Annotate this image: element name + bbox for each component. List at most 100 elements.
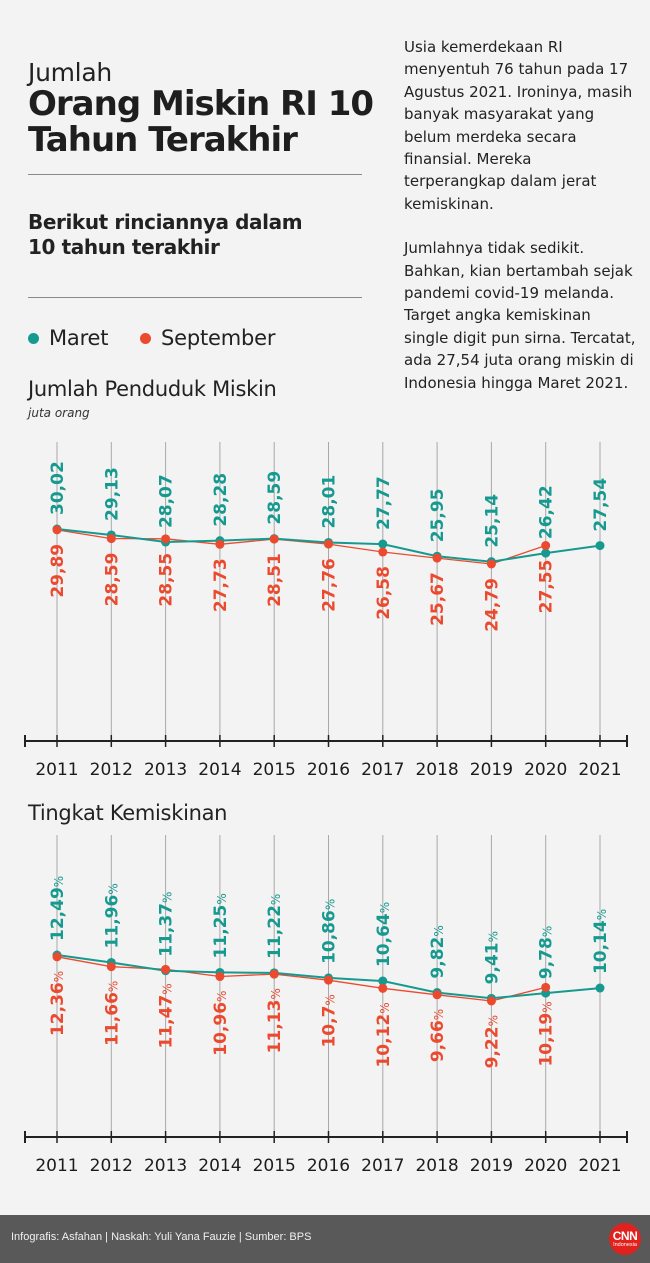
legend-september-dot [140,332,151,344]
intro-paragraph-2: Jumlahnya tidak sedikit. Bahkan, kian be… [404,239,636,392]
data-point-september [269,969,279,979]
data-label-maret: 25,95 [428,488,448,542]
page-title: Orang Miskin RI 10 Tahun Terakhir [28,84,374,160]
data-label-september: 9,66% [428,1009,448,1062]
data-point-maret [541,548,551,558]
data-label-september: 10,7% [320,994,340,1047]
data-label-unit: % [269,988,283,999]
data-label-september: 28,55 [157,553,177,607]
data-point-september [486,559,496,569]
legend-maret-label: Maret [49,326,109,350]
x-tick-label: 2017 [361,1156,404,1176]
footer-credits: Infografis: Asfahan | Naskah: Yuli Yana … [11,1231,312,1243]
data-label-maret: 29,13 [102,467,122,521]
data-label-september: 11,47% [157,983,177,1048]
data-label-maret: 27,54 [591,478,611,532]
data-label-september: 9,22% [482,1015,502,1068]
data-label-maret: 28,01 [320,475,340,529]
data-label-unit: % [106,883,120,894]
x-tick-label: 2018 [415,1156,458,1176]
data-point-september [541,982,551,992]
data-label-maret: 27,77 [374,476,394,530]
data-label-september: 10,19% [537,1001,557,1066]
data-label-maret: 11,96% [102,883,122,948]
x-tick-label: 2012 [90,760,133,780]
data-point-september [541,541,551,551]
data-label-unit: % [106,981,120,992]
data-label-september: 10,12% [374,1002,394,1067]
data-label-september: 29,89 [48,544,68,598]
data-label-unit: % [486,1015,500,1026]
data-point-september [161,534,171,544]
chart1-unit: juta orang [28,406,90,420]
data-label-maret: 11,37% [157,892,177,957]
legend-september: September [140,326,275,350]
title-small: Jumlah [28,58,112,87]
data-label-september: 27,55 [537,560,557,614]
chart1-poverty-count: 2011 2012 2013 2014 2015 2016 2017 2018 2019 2020… [24,442,628,780]
cnn-indonesia-logo: CNN Indonesia [609,1223,641,1255]
x-tick-label: 2016 [307,760,350,780]
data-label-unit: % [161,892,175,903]
data-point-september [106,962,116,972]
data-label-september: 25,67 [428,572,448,626]
data-label-unit: % [432,1009,446,1020]
data-point-maret [378,976,388,986]
x-tick-label: 2011 [35,760,78,780]
data-label-maret: 10,14% [591,909,611,974]
x-tick-label: 2020 [524,760,567,780]
chart2-poverty-rate: 2011 2012 2013 2014 2015 2016 2017 2018 2019 2020… [24,835,628,1176]
data-label-unit: % [541,1001,555,1012]
data-label-september: 24,79 [482,578,502,632]
data-label-maret: 9,78% [537,926,557,979]
x-tick-label: 2019 [470,760,513,780]
data-point-september [432,990,442,1000]
x-tick-label: 2019 [470,1156,513,1176]
data-label-maret: 11,25% [211,893,231,958]
x-tick-label: 2017 [361,760,404,780]
data-label-unit: % [269,894,283,905]
data-label-maret: 9,82% [428,925,448,978]
data-label-maret: 9,41% [482,931,502,984]
intro-text: Usia kemerdekaan RI menyentuh 76 tahun p… [404,36,636,416]
x-tick-label: 2014 [198,760,241,780]
data-label-maret: 26,42 [537,485,557,539]
x-tick-label: 2014 [198,1156,241,1176]
data-label-september: 10,96% [211,991,231,1056]
data-point-september [486,996,496,1006]
chart2-title: Tingkat Kemiskinan [28,801,228,825]
data-label-maret: 28,07 [157,474,177,528]
x-tick-label: 2013 [144,760,187,780]
data-label-maret: 28,28 [211,473,231,527]
legend-maret-dot [28,332,39,344]
x-tick-label: 2012 [90,1156,133,1176]
data-label-unit: % [378,902,392,913]
data-label-unit: % [486,931,500,942]
series-line-september [56,956,546,1002]
data-label-unit: % [432,925,446,936]
data-point-september [52,525,62,535]
x-tick-label: 2018 [415,760,458,780]
title-divider [28,174,362,175]
data-label-unit: % [324,994,338,1005]
legend-maret: Maret [28,326,109,350]
legend-september-label: September [161,326,276,350]
intro-paragraph-1: Usia kemerdekaan RI menyentuh 76 tahun p… [404,38,633,213]
data-label-september: 26,58 [374,566,394,620]
chart1-title: Jumlah Penduduk Miskin [28,377,277,401]
data-label-september: 11,13% [265,988,285,1053]
data-point-september [215,539,225,549]
data-label-unit: % [378,1002,392,1013]
x-tick-label: 2013 [144,1156,187,1176]
data-point-september [269,534,279,544]
data-point-september [161,964,171,974]
data-label-september: 12,36% [48,971,68,1036]
x-tick-label: 2011 [35,1156,78,1176]
footer: Infografis: Asfahan | Naskah: Yuli Yana … [0,1215,650,1263]
data-point-september [52,952,62,962]
data-point-september [324,975,333,985]
data-label-maret: 28,59 [265,471,285,525]
data-label-maret: 30,02 [48,461,68,515]
data-label-september: 11,66% [102,981,122,1046]
x-tick-label: 2020 [524,1156,567,1176]
